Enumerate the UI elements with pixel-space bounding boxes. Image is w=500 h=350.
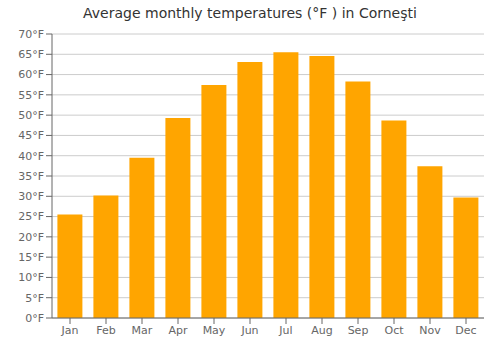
svg-text:Jul: Jul bbox=[278, 324, 292, 337]
svg-text:40°F: 40°F bbox=[18, 150, 44, 163]
svg-text:60°F: 60°F bbox=[18, 68, 44, 81]
svg-text:Feb: Feb bbox=[96, 324, 115, 337]
svg-text:May: May bbox=[203, 324, 226, 337]
svg-text:65°F: 65°F bbox=[18, 48, 44, 61]
svg-text:35°F: 35°F bbox=[18, 170, 44, 183]
html-text:Average monthly temperatures (: Average monthly temperatures (°F ) in Co… bbox=[83, 5, 417, 21]
svg-text:50°F: 50°F bbox=[18, 109, 44, 122]
svg-text:20°F: 20°F bbox=[18, 231, 44, 244]
svg-text:Nov: Nov bbox=[419, 324, 441, 337]
svg-text:Mar: Mar bbox=[132, 324, 153, 337]
svg-text:Apr: Apr bbox=[168, 324, 188, 337]
svg-text:30°F: 30°F bbox=[18, 190, 44, 203]
svg-text:5°F: 5°F bbox=[25, 292, 44, 305]
svg-text:0°F: 0°F bbox=[25, 312, 44, 325]
svg-text:Aug: Aug bbox=[311, 324, 332, 337]
svg-text:55°F: 55°F bbox=[18, 89, 44, 102]
svg-text:Jan: Jan bbox=[61, 324, 79, 337]
svg-text:10°F: 10°F bbox=[18, 271, 44, 284]
svg-text:Dec: Dec bbox=[455, 324, 476, 337]
svg-text:Oct: Oct bbox=[384, 324, 404, 337]
svg-text:Sep: Sep bbox=[348, 324, 369, 337]
svg-text:15°F: 15°F bbox=[18, 251, 44, 264]
svg-text:70°F: 70°F bbox=[18, 28, 44, 41]
svg-text:45°F: 45°F bbox=[18, 129, 44, 142]
svg-text:Jun: Jun bbox=[240, 324, 258, 337]
svg-text:25°F: 25°F bbox=[18, 210, 44, 223]
